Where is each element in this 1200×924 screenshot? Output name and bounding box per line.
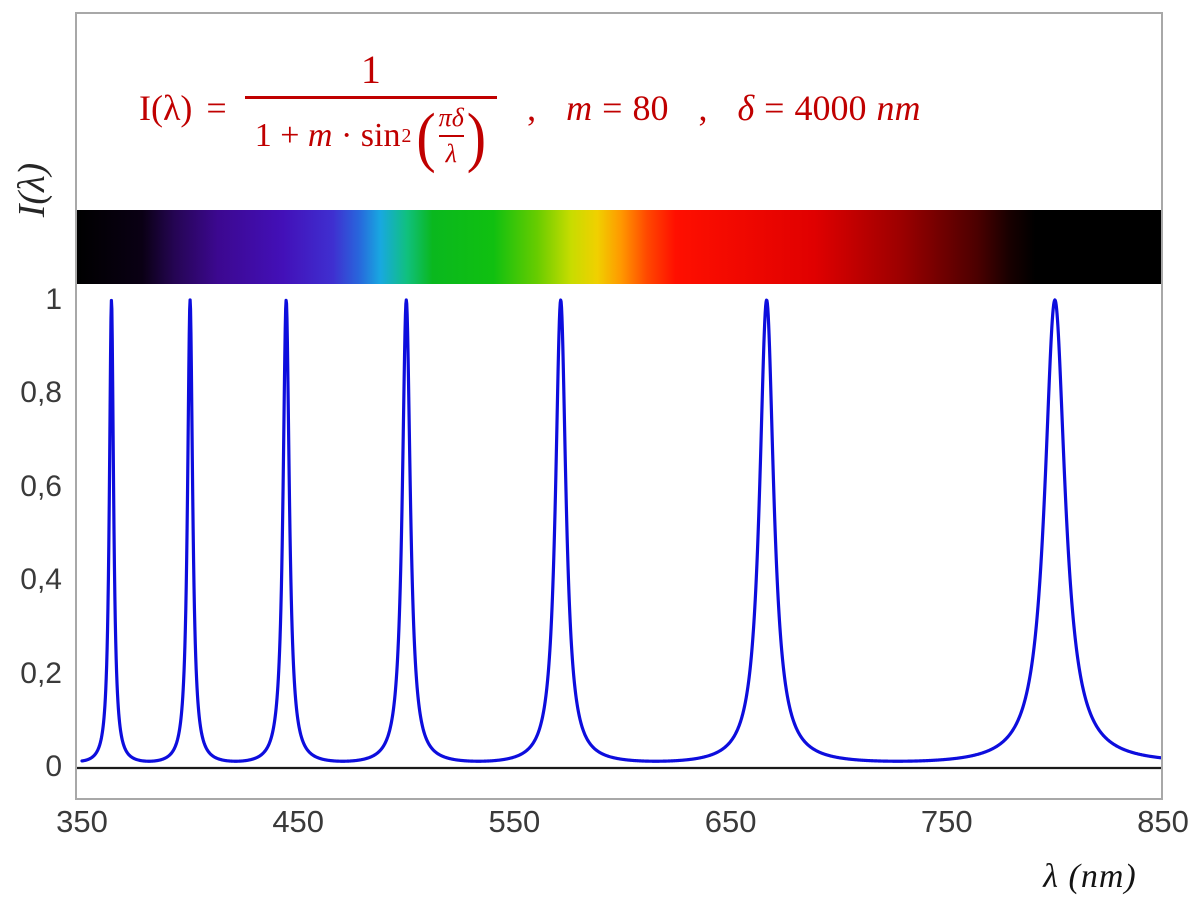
x-tick-label: 450 xyxy=(272,804,325,839)
den-one-plus: 1 + xyxy=(254,116,300,154)
y-tick-label: 0,2 xyxy=(20,656,62,690)
y-tick-label: 1 xyxy=(45,283,62,316)
x-axis-title: λ (nm) xyxy=(1043,858,1137,895)
separator-comma-2: , xyxy=(698,88,708,128)
plot-svg xyxy=(77,298,1161,770)
y-tick-label: 0,8 xyxy=(20,376,62,410)
param-m-symbol: m xyxy=(566,88,593,128)
x-tick-label: 750 xyxy=(920,804,973,839)
inner-numerator: πδ xyxy=(438,103,464,133)
fraction-numerator: 1 xyxy=(360,47,381,93)
inner-denominator: λ xyxy=(445,138,457,168)
formula-lhs: I(λ) xyxy=(139,88,193,128)
formula: I(λ) = 1 1 + m · sin 2 ( πδ λ ) , m = 80 , … xyxy=(139,28,920,188)
spectrum-bar xyxy=(77,210,1161,284)
formula-fraction: 1 1 + m · sin 2 ( πδ λ ) xyxy=(244,47,498,175)
inner-fraction: πδ λ xyxy=(438,103,464,168)
param-delta-unit: nm xyxy=(876,88,921,128)
formula-equals: = xyxy=(206,88,227,128)
y-tick-label: 0,6 xyxy=(20,469,62,503)
den-sin: · sin xyxy=(340,116,401,154)
den-m: m xyxy=(307,116,333,154)
param-delta-equals: = xyxy=(764,88,785,128)
param-delta: δ = 4000 nm xyxy=(737,87,920,129)
y-tick-label: 0 xyxy=(45,750,62,783)
param-delta-symbol: δ xyxy=(737,88,755,128)
fraction-denominator: 1 + m · sin 2 ( πδ λ ) xyxy=(254,99,487,175)
param-m-value: 80 xyxy=(632,88,669,128)
param-delta-value: 4000 xyxy=(794,88,867,128)
intensity-curve xyxy=(80,298,1161,763)
separator-comma-1: , xyxy=(527,88,537,128)
right-paren: ) xyxy=(466,99,487,175)
x-tick-label: 550 xyxy=(488,804,541,839)
param-m-equals: = xyxy=(602,88,623,128)
chart-frame: I(λ) = 1 1 + m · sin 2 ( πδ λ ) , m = 80 , … xyxy=(75,12,1163,800)
inner-fraction-bar xyxy=(438,134,464,137)
x-tick-label: 650 xyxy=(704,804,757,839)
left-paren: ( xyxy=(416,99,436,175)
fraction-bar xyxy=(244,96,498,100)
x-tick-label: 350 xyxy=(56,804,108,839)
param-m: m = 80 xyxy=(566,87,668,129)
y-tick-label: 0,4 xyxy=(20,563,62,597)
y-axis-title: I(λ) xyxy=(11,162,53,218)
x-tick-label: 850 xyxy=(1137,804,1189,839)
